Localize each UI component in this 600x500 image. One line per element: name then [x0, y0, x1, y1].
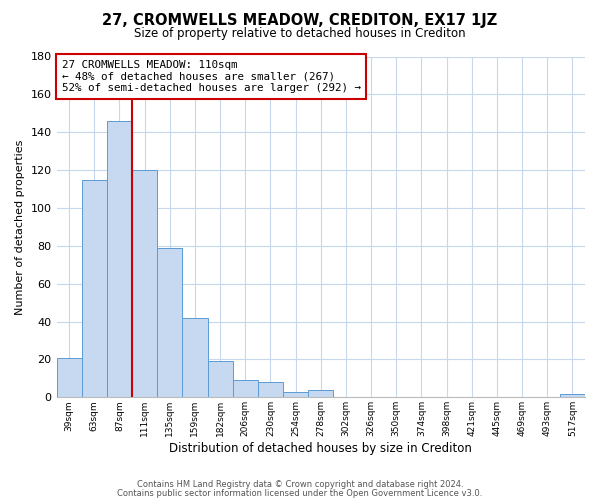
Bar	[308, 390, 334, 398]
Bar	[258, 382, 283, 398]
Bar	[82, 180, 107, 398]
Bar	[107, 121, 132, 398]
Bar	[56, 358, 82, 398]
X-axis label: Distribution of detached houses by size in Crediton: Distribution of detached houses by size …	[169, 442, 472, 455]
Text: Contains HM Land Registry data © Crown copyright and database right 2024.: Contains HM Land Registry data © Crown c…	[137, 480, 463, 489]
Bar	[283, 392, 308, 398]
Text: Contains public sector information licensed under the Open Government Licence v3: Contains public sector information licen…	[118, 488, 482, 498]
Y-axis label: Number of detached properties: Number of detached properties	[15, 139, 25, 314]
Bar	[233, 380, 258, 398]
Bar	[182, 318, 208, 398]
Text: Size of property relative to detached houses in Crediton: Size of property relative to detached ho…	[134, 28, 466, 40]
Bar	[132, 170, 157, 398]
Text: 27 CROMWELLS MEADOW: 110sqm
← 48% of detached houses are smaller (267)
52% of se: 27 CROMWELLS MEADOW: 110sqm ← 48% of det…	[62, 60, 361, 93]
Bar	[157, 248, 182, 398]
Bar	[208, 362, 233, 398]
Text: 27, CROMWELLS MEADOW, CREDITON, EX17 1JZ: 27, CROMWELLS MEADOW, CREDITON, EX17 1JZ	[103, 12, 497, 28]
Bar	[560, 394, 585, 398]
